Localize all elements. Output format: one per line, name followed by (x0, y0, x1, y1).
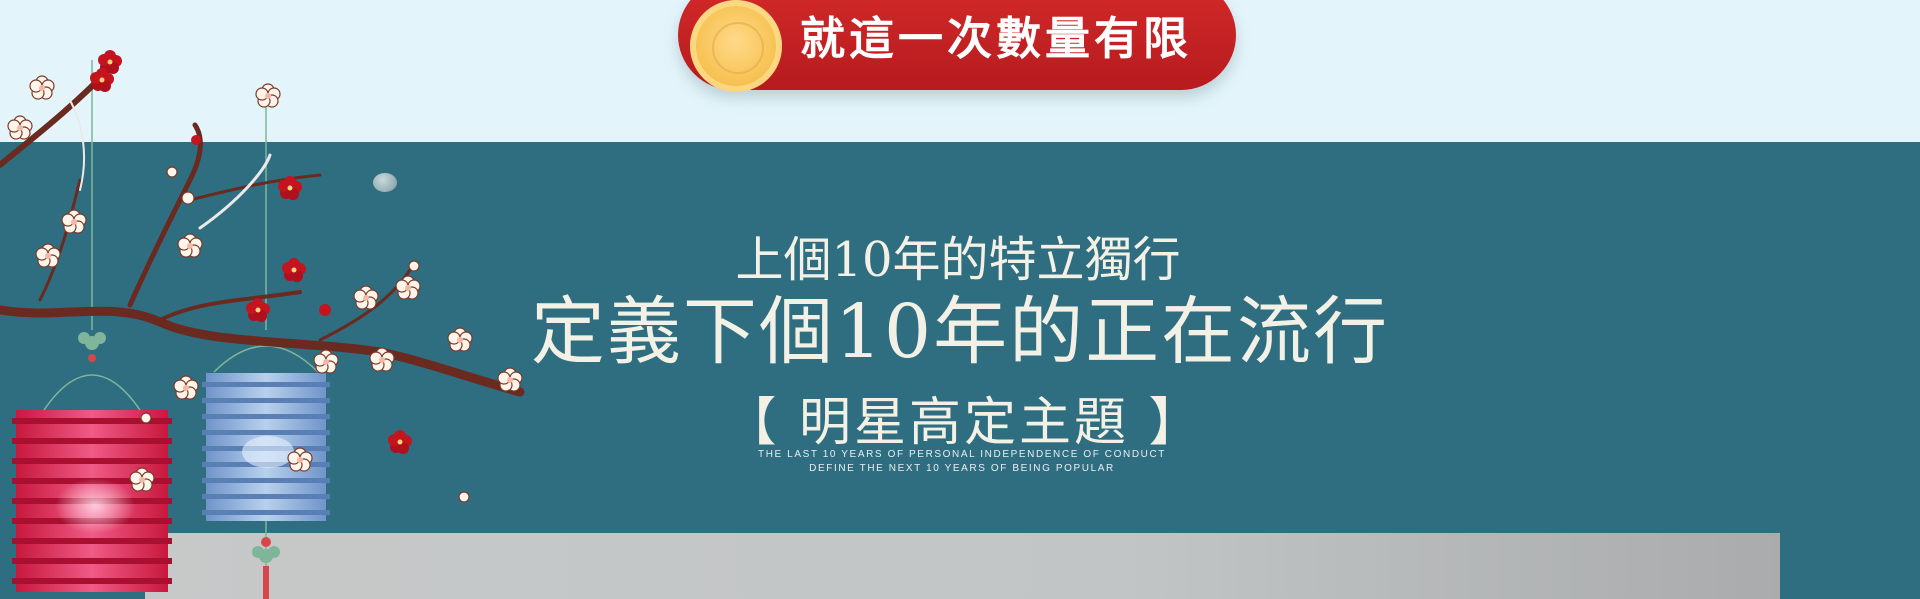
product-panel (145, 533, 1780, 599)
promo-badge[interactable]: 就這一次數量有限 (678, 0, 1236, 92)
headline-line-1: 上個10年的特立獨行 (735, 232, 1181, 288)
blue-paper-lantern-icon (202, 345, 330, 599)
headline-line-2: 定義下個10年的正在流行 (530, 289, 1390, 375)
subtitle-english-2: DEFINE THE NEXT 10 YEARS OF BEING POPULA… (809, 463, 1115, 474)
theme-title: 【 明星高定主題 】 (724, 393, 1204, 453)
promo-text: 就這一次數量有限 (800, 12, 1193, 65)
plum-blossom-lantern-illustration (0, 50, 525, 599)
pebble-icon (373, 173, 397, 192)
red-paper-lantern-icon (12, 332, 172, 592)
subtitle-english-1: THE LAST 10 YEARS OF PERSONAL INDEPENDEN… (757, 449, 1167, 460)
gold-coin-icon (690, 0, 782, 92)
